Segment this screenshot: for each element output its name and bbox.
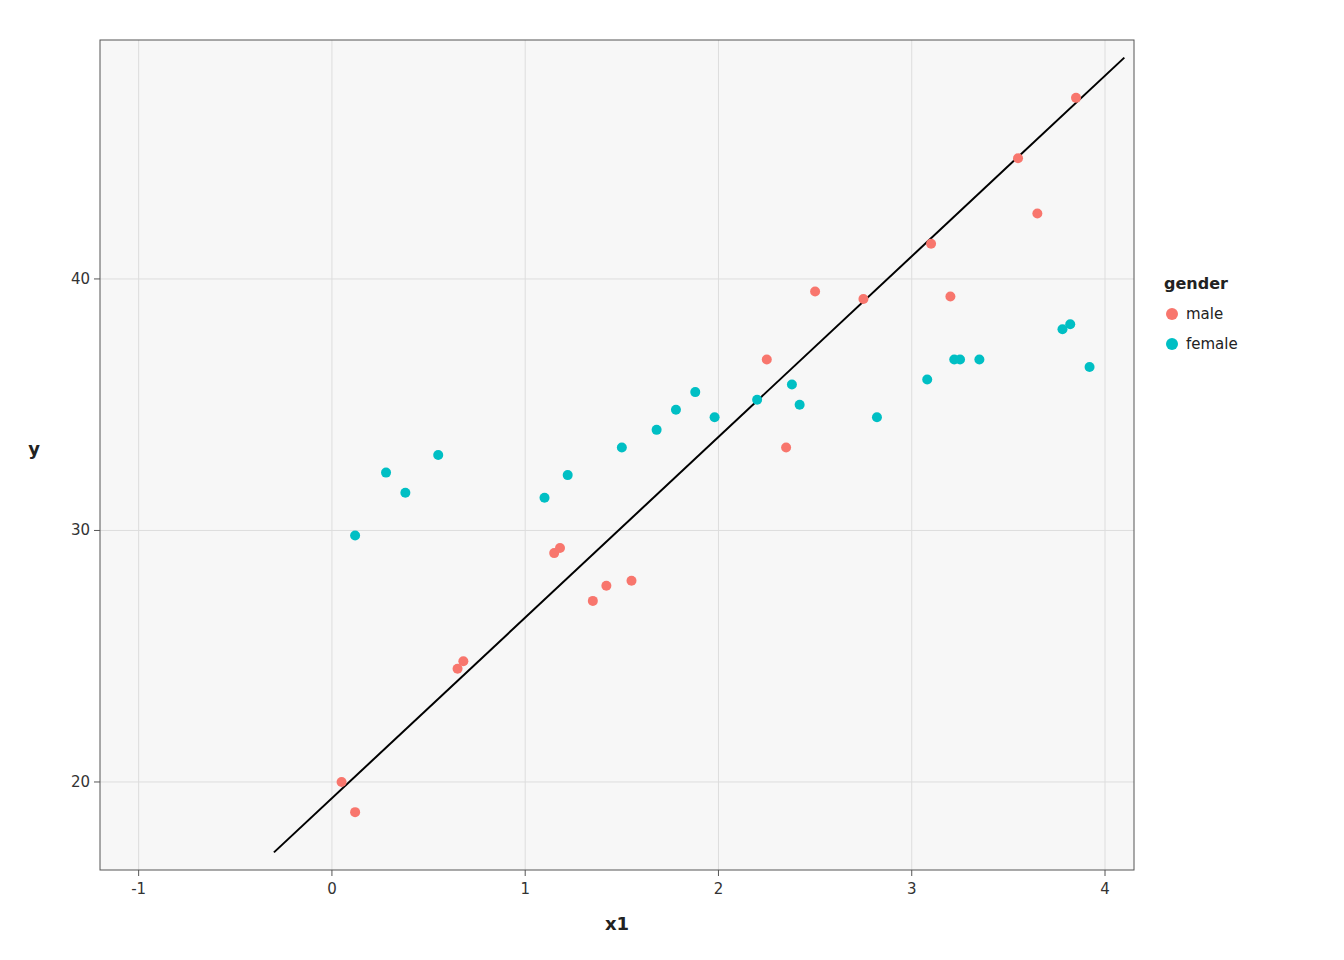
point [400,488,410,498]
point [652,425,662,435]
point [787,380,797,390]
y-tick-label: 40 [71,270,90,288]
point [671,405,681,415]
point [601,581,611,591]
x-grid-line [138,40,139,870]
legend-title: gender [1164,274,1228,293]
y-tick-label: 20 [71,773,90,791]
y-tick [94,278,100,279]
point [540,493,550,503]
point [710,412,720,422]
y-tick [94,530,100,531]
point [337,777,347,787]
point [922,375,932,385]
point [381,468,391,478]
plot-background [100,40,1134,870]
point [555,543,565,553]
point [617,442,627,452]
point [350,530,360,540]
x-tick [138,870,139,876]
legend: gender male female [1164,274,1238,353]
point [752,395,762,405]
x-tick-label: 4 [1100,880,1110,898]
legend-swatch [1166,308,1178,320]
marks [274,58,1124,853]
y-grid-line [100,278,1134,279]
point [810,287,820,297]
point [795,400,805,410]
point [872,412,882,422]
x-tick-label: 3 [907,880,917,898]
point [458,656,468,666]
x-grid-line [331,40,332,870]
x-grid-line [718,40,719,870]
legend-swatch [1166,338,1178,350]
x-grid-line [911,40,912,870]
point [626,576,636,586]
x-tick-label: 1 [520,880,530,898]
x-tick [911,870,912,876]
point [563,470,573,480]
y-grid-line [100,781,1134,782]
point [781,442,791,452]
chart: -1 0 1 2 3 4 20 30 40 x1 y gender male female [0,0,1344,960]
x-tick [525,870,526,876]
legend-label: female [1186,335,1238,353]
point [350,807,360,817]
x-tick [1105,870,1106,876]
point [762,354,772,364]
point [1013,153,1023,163]
plot-frame [100,40,1134,870]
point [433,450,443,460]
point [926,239,936,249]
x-tick [718,870,719,876]
x-grid-line [1105,40,1106,870]
x-grid-line [525,40,526,870]
x-tick-label: 2 [714,880,724,898]
legend-label: male [1186,305,1223,323]
x-tick-label: -1 [131,880,146,898]
point [974,354,984,364]
point [588,596,598,606]
x-tick [331,870,332,876]
point [945,292,955,302]
fit-line [274,58,1124,853]
point [1071,93,1081,103]
point [1032,209,1042,219]
y-tick-label: 30 [71,521,90,539]
x-axis-label: x1 [605,913,629,934]
point [858,294,868,304]
point [690,387,700,397]
x-tick-label: 0 [327,880,337,898]
point [955,354,965,364]
grid [100,40,1134,870]
y-axis-label: y [28,438,40,459]
point [1085,362,1095,372]
y-tick [94,781,100,782]
point [1065,319,1075,329]
